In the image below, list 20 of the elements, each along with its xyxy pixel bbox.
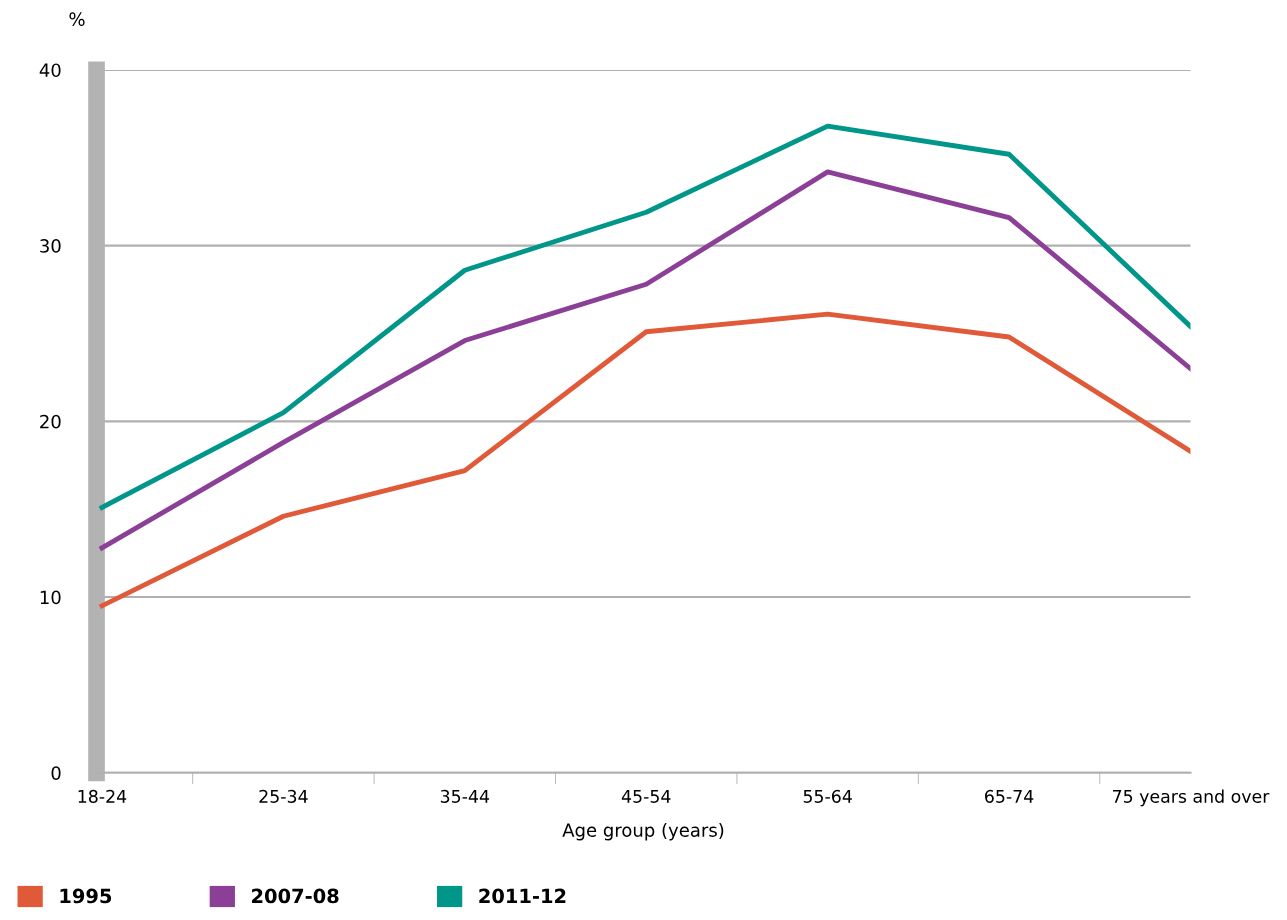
legend-label: 2011-12: [479, 888, 566, 904]
x-tick-label: 18-24: [78, 789, 127, 803]
y-tick-label: 10: [40, 590, 61, 605]
x-tick-label: 65-74: [985, 789, 1034, 803]
x-tick-label: 55-64: [803, 789, 852, 803]
y-tick-label: 20: [40, 414, 61, 429]
y-tick-label: 0: [51, 766, 61, 780]
y-tick-label: 40: [39, 63, 61, 78]
x-tick-label: 25-34: [259, 789, 308, 803]
line-series: [99, 123, 1191, 510]
x-tick-label: 35-44: [440, 789, 490, 803]
y-axis-title: %: [69, 12, 85, 26]
x-axis-title: Age group (years): [562, 822, 724, 841]
legend-label: 1995: [60, 888, 112, 904]
line-series: [99, 311, 1191, 609]
line-series: [99, 169, 1191, 551]
legend-label: 2007-08: [252, 888, 339, 904]
x-tick-label: 75 years and over: [1113, 789, 1270, 807]
x-tick-label: 45-54: [621, 790, 671, 803]
y-tick-label: 30: [40, 239, 61, 253]
